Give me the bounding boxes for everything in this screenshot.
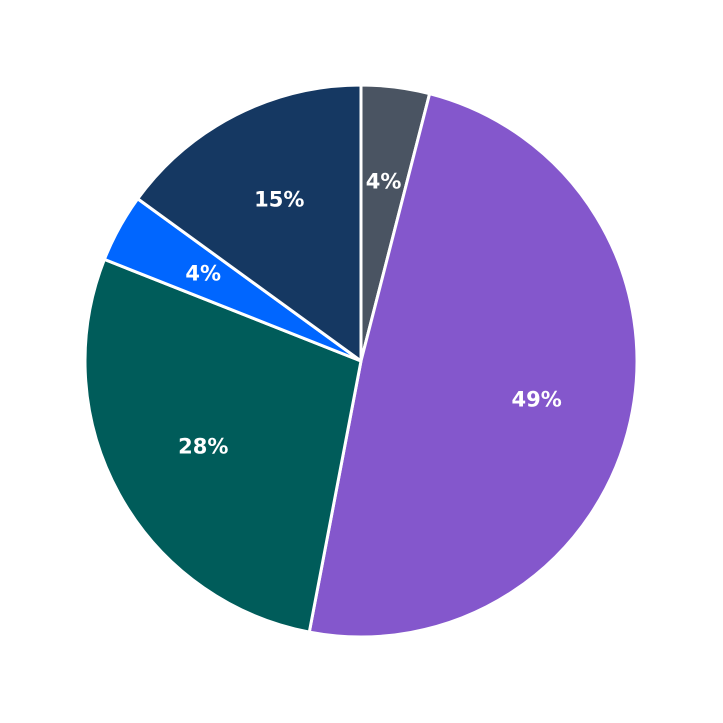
value-label: 49% xyxy=(512,387,562,411)
value-label: 4% xyxy=(366,169,402,193)
value-label: 28% xyxy=(178,435,228,459)
pie-slice xyxy=(307,92,639,639)
pie-slice xyxy=(136,83,363,363)
value-label: 15% xyxy=(254,188,304,212)
value-label: 4% xyxy=(185,261,221,285)
pie-slice xyxy=(83,257,363,634)
